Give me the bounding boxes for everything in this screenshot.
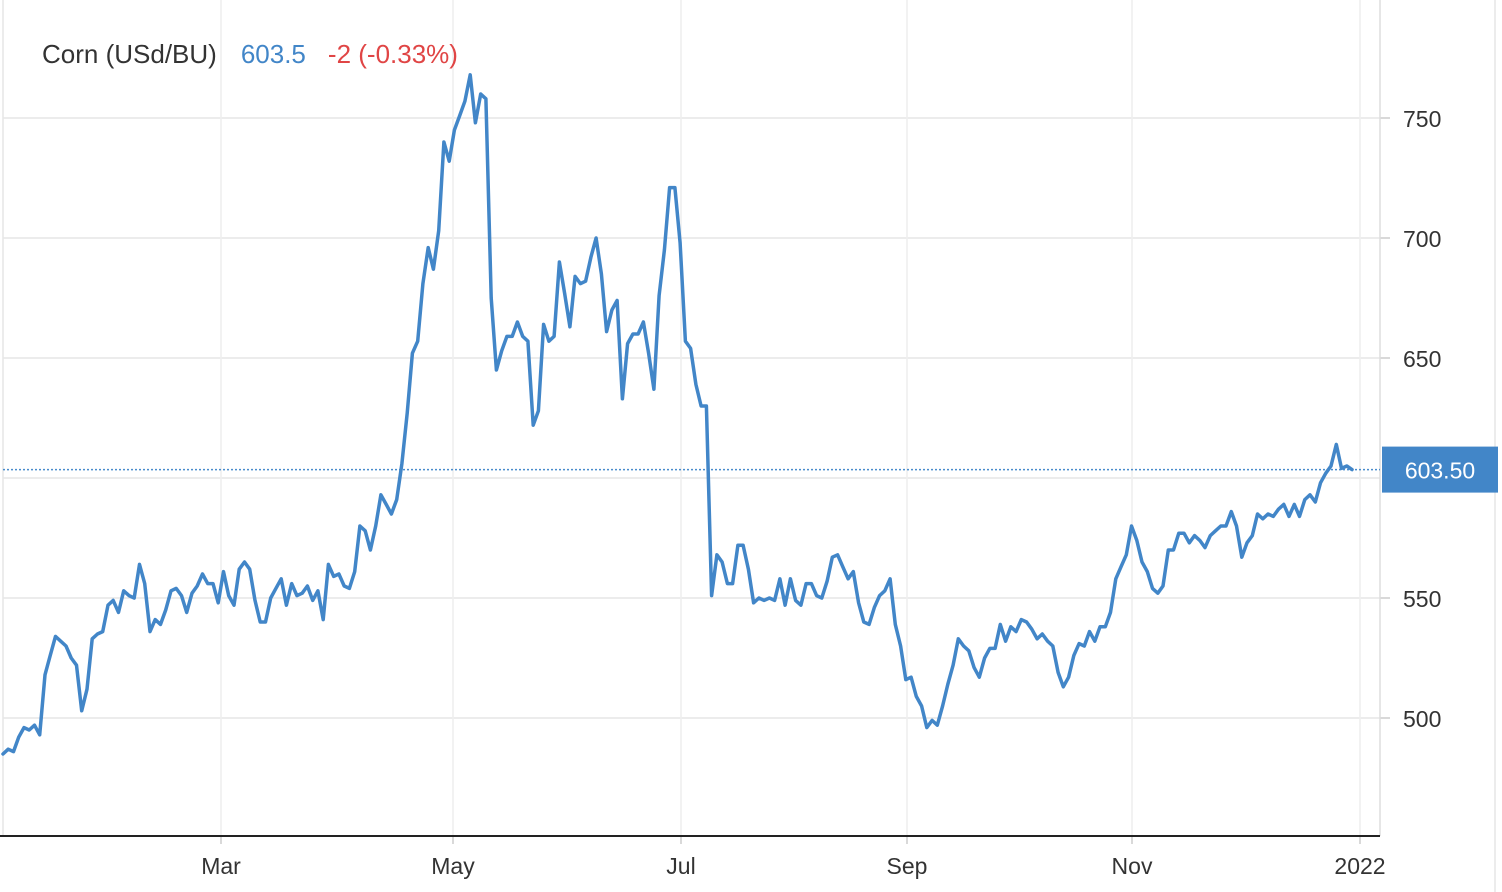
x-tick-label: Nov (1112, 853, 1153, 879)
x-tick-label: Mar (201, 853, 241, 879)
y-tick-label: 550 (1403, 586, 1441, 612)
chart-legend: Corn (USd/BU) 603.5 -2 (-0.33%) (42, 36, 458, 72)
x-tick-label: Sep (887, 853, 928, 879)
y-tick-label: 650 (1403, 346, 1441, 372)
legend-instrument-name: Corn (USd/BU) (42, 39, 217, 69)
legend-last-price: 603.5 (240, 39, 306, 69)
x-tick-label: 2022 (1334, 853, 1385, 879)
y-tick-label: 700 (1403, 226, 1441, 252)
y-tick-label: 500 (1403, 706, 1441, 732)
x-tick-label: Jul (666, 853, 695, 879)
price-tag-box (1382, 446, 1498, 493)
x-tick-label: May (431, 853, 475, 879)
price-tag-label: 603.50 (1405, 458, 1475, 484)
legend-price-change: -2 (-0.33%) (327, 39, 458, 69)
y-tick-label: 750 (1403, 106, 1441, 132)
price-series-line (1, 73, 1354, 756)
